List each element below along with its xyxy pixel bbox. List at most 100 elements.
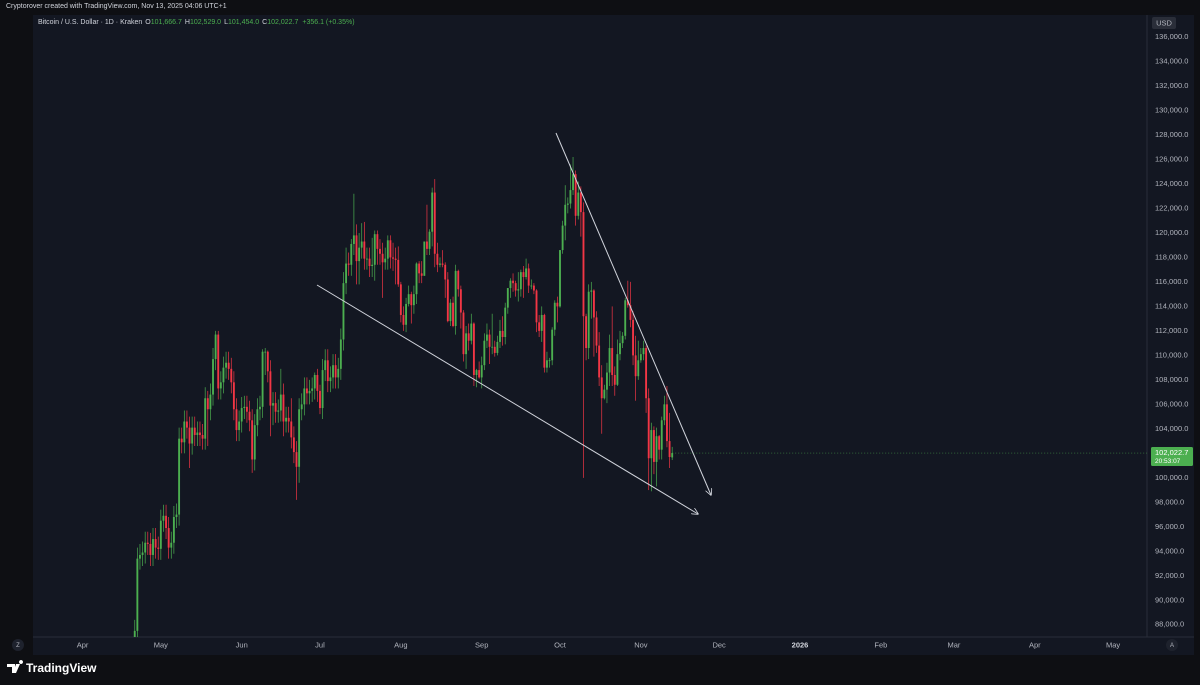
candle-body (452, 302, 454, 326)
candle-body (436, 253, 439, 265)
candle-body (626, 300, 629, 306)
candle-body (350, 243, 353, 265)
candle-body (598, 345, 601, 378)
y-tick-label: 90,000.0 (1155, 595, 1184, 604)
candle-body (660, 420, 663, 450)
candle-body (212, 359, 214, 395)
candle-body (141, 552, 144, 555)
y-tick-label: 116,000.0 (1155, 277, 1188, 286)
candle-body (232, 382, 235, 410)
candle-body (298, 409, 301, 467)
candle-body (556, 302, 559, 307)
x-tick-label: Dec (712, 640, 726, 649)
candle-body (637, 360, 640, 377)
legend-change: +356.1 (+0.35%) (302, 19, 355, 26)
candle-body (668, 441, 671, 458)
x-tick-label: 2026 (792, 640, 809, 649)
candle-body (272, 403, 274, 406)
candle-body (287, 417, 290, 422)
candle-body (193, 427, 196, 435)
candle-body (347, 263, 350, 265)
button-label[interactable]: A (1170, 643, 1174, 649)
button[interactable] (12, 639, 24, 651)
candle-body (157, 547, 160, 549)
candle-body (191, 427, 194, 444)
candle-body (405, 303, 408, 325)
candle-body (185, 421, 188, 428)
candle-body (585, 316, 588, 349)
x-tick-label: Apr (1029, 640, 1041, 649)
candle-body (559, 250, 561, 307)
y-tick-label: 88,000.0 (1155, 620, 1184, 629)
y-tick-label: 122,000.0 (1155, 203, 1188, 212)
y-tick-label: 114,000.0 (1155, 301, 1188, 310)
trend-line (316, 284, 698, 514)
candle-body (358, 247, 361, 262)
legend-value: 102,022.7 (267, 19, 299, 26)
candle-body (389, 240, 392, 258)
candle-body (595, 317, 598, 346)
y-tick-label: 108,000.0 (1155, 375, 1188, 384)
countdown: 20:53:07 (1155, 458, 1181, 465)
candle-body (146, 542, 149, 544)
candle-body (397, 259, 400, 285)
candle-body (339, 339, 342, 369)
candle-body (579, 192, 582, 213)
candle-body (316, 374, 319, 391)
candle-body (647, 398, 650, 459)
x-tick-label: Apr (77, 640, 89, 649)
candle-body (634, 355, 637, 377)
candle-body (300, 404, 303, 410)
candle-body (439, 263, 441, 265)
candle-body (334, 365, 337, 378)
candle-body (486, 334, 488, 341)
candle-body (355, 235, 358, 262)
candle-body (407, 294, 410, 304)
candle-body (564, 204, 567, 226)
candle-body (428, 231, 431, 249)
x-tick-label: Jul (315, 640, 325, 649)
candle-body (381, 253, 384, 263)
candle-body (632, 319, 634, 356)
candle-body (561, 225, 564, 251)
candle-body (279, 394, 282, 411)
candle-body (501, 330, 504, 338)
candle-body (285, 417, 288, 422)
candle-body (467, 333, 470, 341)
candle-body (292, 437, 295, 453)
candle-body (530, 285, 533, 287)
candle-body (538, 322, 541, 331)
candle-body (183, 421, 186, 443)
candle-body (243, 406, 246, 409)
candle-body (551, 329, 554, 361)
candles (133, 157, 674, 637)
x-tick-label: Mar (947, 640, 960, 649)
candle-body (663, 404, 666, 421)
candle-body (326, 360, 329, 382)
x-tick-label: Oct (554, 640, 567, 649)
y-tick-label: 134,000.0 (1155, 57, 1188, 66)
y-tick-label: 132,000.0 (1155, 81, 1188, 90)
candle-body (269, 371, 272, 406)
candle-body (144, 542, 147, 553)
brand-logo (7, 660, 24, 673)
legend-key: C (262, 19, 268, 26)
candle-body (441, 263, 444, 265)
candle-body (253, 425, 256, 460)
candle-body (230, 368, 233, 383)
candle-body (384, 258, 387, 263)
candle-body (261, 351, 264, 407)
button-label[interactable]: Z (16, 643, 20, 649)
button[interactable] (1166, 639, 1178, 651)
candle-body (540, 314, 543, 331)
candle-body (295, 452, 298, 467)
candle-body (493, 346, 496, 353)
candle-body (423, 241, 426, 276)
y-tick-label: 106,000.0 (1155, 399, 1188, 408)
last-price-label: 102,022.7 (1155, 448, 1188, 457)
candle-body (368, 258, 371, 267)
candle-body (543, 314, 546, 368)
candle-body (525, 268, 528, 278)
candle-body (606, 372, 608, 390)
trend-line (555, 132, 711, 495)
